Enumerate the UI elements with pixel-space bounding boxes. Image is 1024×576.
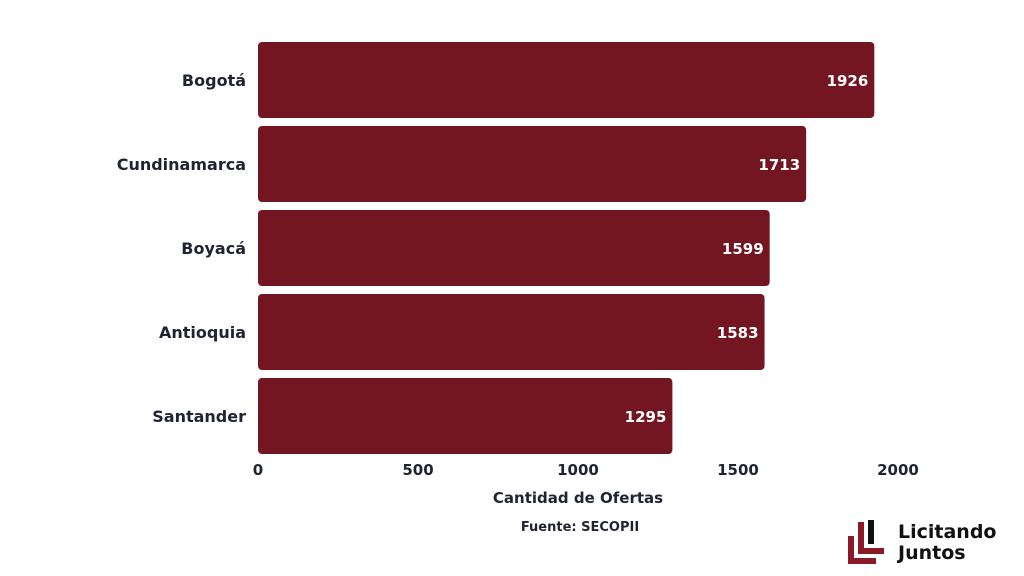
x-tick-label: 1500: [717, 461, 759, 479]
x-tick-label: 2000: [877, 461, 919, 479]
bars-group: Bogotá 1926 Cundinamarca 1713 Boyacá 1599 Anti…: [117, 42, 875, 454]
logo-icon: [848, 520, 884, 564]
x-axis-ticks: 0 500 1000 1500 2000: [253, 461, 919, 479]
x-axis-title: Cantidad de Ofertas: [493, 489, 663, 507]
logo: Licitando Juntos: [846, 516, 1016, 570]
bar: [258, 126, 807, 202]
x-tick-label: 1000: [557, 461, 599, 479]
category-label: Boyacá: [181, 239, 246, 258]
value-label: 1926: [827, 72, 869, 90]
category-label: Antioquia: [159, 323, 246, 342]
logo-wordmark: Licitando Juntos: [898, 522, 996, 564]
bar-chart: Bogotá 1926 Cundinamarca 1713 Boyacá 1599 Anti…: [117, 42, 919, 507]
x-tick-label: 0: [253, 461, 263, 479]
category-label: Santander: [152, 407, 246, 426]
bar: [258, 294, 765, 370]
bar: [258, 210, 770, 286]
bar: [258, 42, 875, 118]
source-note: Fuente: SECOPII: [520, 520, 640, 535]
value-label: 1583: [717, 324, 759, 342]
category-label: Cundinamarca: [117, 155, 246, 174]
bar: [258, 378, 673, 454]
value-label: 1599: [722, 240, 764, 258]
category-label: Bogotá: [182, 71, 246, 90]
value-label: 1295: [625, 408, 667, 426]
logo-line-2: Juntos: [898, 542, 966, 564]
value-label: 1713: [758, 156, 800, 174]
logo-line-1: Licitando: [898, 521, 997, 543]
x-tick-label: 500: [402, 461, 433, 479]
